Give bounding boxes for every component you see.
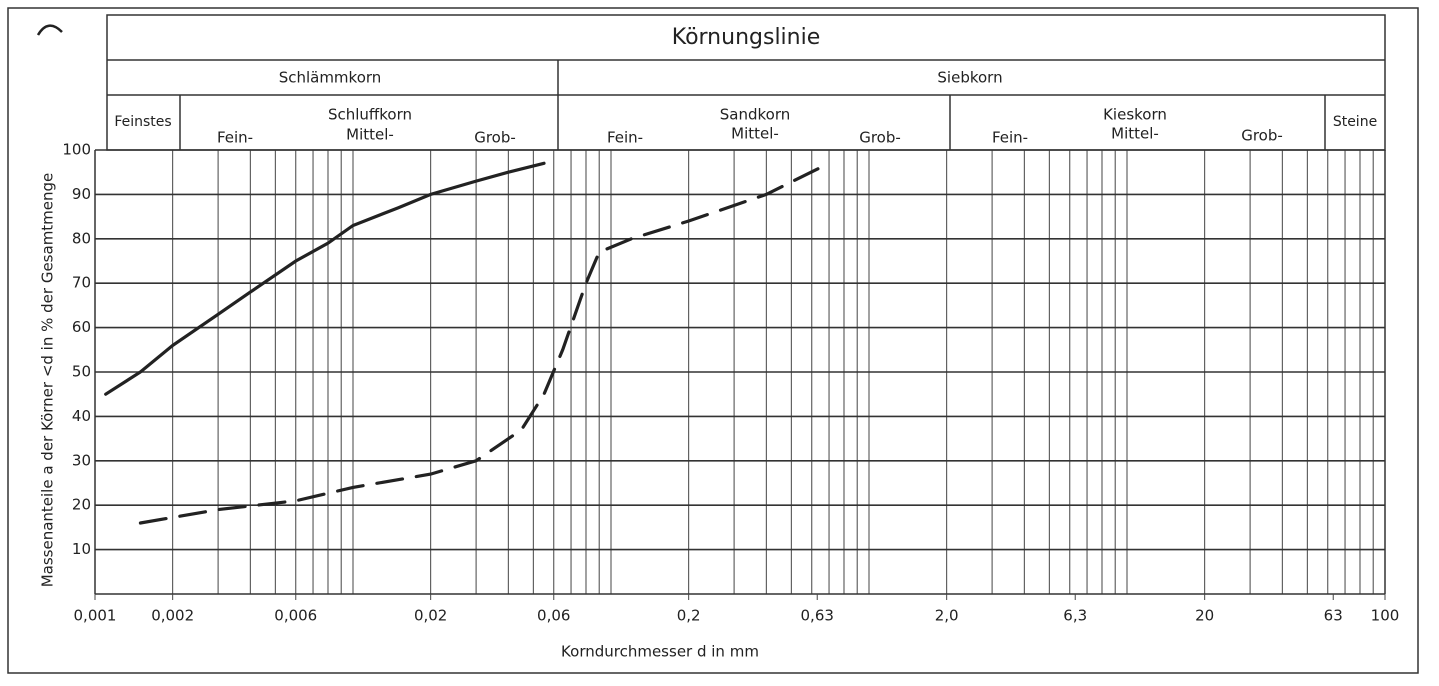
part-label: Grob- bbox=[859, 129, 901, 147]
x-tick-label: 0,02 bbox=[414, 607, 447, 625]
part-label: Fein- bbox=[607, 129, 643, 147]
y-tick-label: 90 bbox=[72, 185, 91, 203]
fraction-label: Schluffkorn bbox=[328, 106, 412, 124]
y-tick-label: 30 bbox=[72, 451, 91, 469]
y-axis-label: Massenanteile a der Körner <d in % der G… bbox=[39, 173, 57, 588]
y-tick-label: 10 bbox=[72, 540, 91, 558]
x-tick-label: 6,3 bbox=[1063, 607, 1087, 625]
data-line bbox=[104, 161, 546, 396]
y-tick-label: 20 bbox=[72, 496, 91, 514]
x-tick-label: 20 bbox=[1195, 607, 1214, 625]
data-line bbox=[138, 161, 831, 525]
y-tick-label: 80 bbox=[72, 229, 91, 247]
part-label: Mittel- bbox=[731, 125, 779, 143]
part-label: Fein- bbox=[217, 129, 253, 147]
part-label: Grob- bbox=[1241, 127, 1283, 145]
part-label: Mittel- bbox=[346, 126, 394, 144]
fraction-label: Steine bbox=[1333, 114, 1377, 130]
x-tick-label: 0,2 bbox=[677, 607, 701, 625]
x-tick-label: 2,0 bbox=[935, 607, 959, 625]
page-border bbox=[7, 7, 1419, 674]
part-label: Fein- bbox=[992, 129, 1028, 147]
x-tick-label: 0,006 bbox=[274, 607, 317, 625]
y-tick-label: 50 bbox=[72, 363, 91, 381]
part-label: Grob- bbox=[474, 129, 516, 147]
fraction-label: Kieskorn bbox=[1103, 106, 1167, 124]
y-tick-label: 70 bbox=[72, 274, 91, 292]
x-tick-label: 0,002 bbox=[151, 607, 194, 625]
title: Körnungslinie bbox=[672, 25, 821, 50]
y-tick-label: 100 bbox=[62, 141, 91, 159]
x-tick-label: 0,06 bbox=[537, 607, 570, 625]
y-tick-label: 60 bbox=[72, 318, 91, 336]
y-tick-label: 40 bbox=[72, 407, 91, 425]
fraction-label: Sandkorn bbox=[720, 106, 790, 124]
x-tick-label: 63 bbox=[1324, 607, 1343, 625]
x-tick-label: 100 bbox=[1371, 607, 1400, 625]
x-tick-label: 0,001 bbox=[74, 607, 117, 625]
x-axis-label: Korndurchmesser d in mm bbox=[561, 643, 759, 661]
part-label: Mittel- bbox=[1111, 125, 1159, 143]
group-label: Schlämmkorn bbox=[279, 69, 382, 87]
fraction-label: Feinstes bbox=[114, 114, 171, 130]
header: Körnungslinie Schlämmkorn Siebkorn Feins… bbox=[106, 14, 1386, 151]
corner-mark bbox=[36, 24, 63, 36]
x-tick-label: 0,63 bbox=[801, 607, 834, 625]
group-label: Siebkorn bbox=[937, 69, 1002, 87]
